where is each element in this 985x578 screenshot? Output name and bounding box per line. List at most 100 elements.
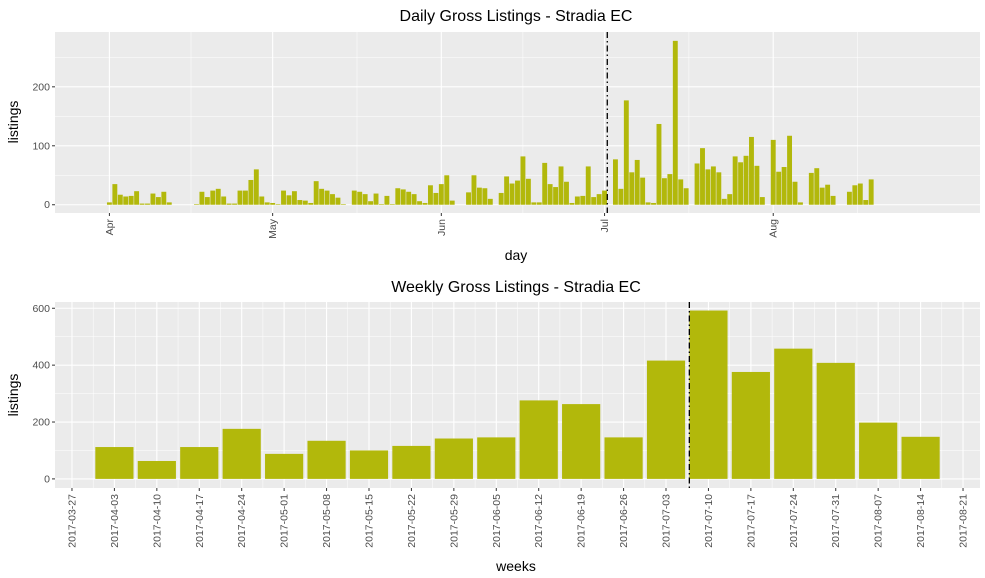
daily-bar	[297, 200, 303, 205]
daily-bar	[754, 165, 760, 205]
weekly-bar	[307, 440, 346, 479]
daily-bar	[123, 196, 129, 205]
weekly-bar	[265, 453, 304, 479]
daily-bar	[112, 184, 118, 205]
daily-x-tick-label: Apr	[104, 219, 116, 236]
weekly-x-tick-label: 2017-06-26	[618, 494, 630, 548]
daily-bar	[612, 159, 618, 205]
daily-y-axis-title: listings	[5, 101, 21, 144]
daily-bar	[705, 169, 711, 205]
daily-bar	[547, 184, 553, 205]
daily-bar	[564, 181, 569, 205]
weekly-bar	[137, 460, 176, 479]
daily-bar	[362, 194, 368, 205]
daily-bar	[498, 192, 504, 205]
daily-bar	[830, 195, 836, 205]
daily-x-tick-label: May	[267, 218, 279, 239]
weekly-x-tick-label: 2017-05-29	[448, 494, 460, 548]
daily-bar	[368, 201, 374, 205]
daily-bar	[542, 162, 548, 205]
daily-bar	[678, 179, 684, 205]
daily-bar	[427, 185, 433, 205]
daily-bar	[553, 187, 559, 205]
weekly-x-tick-label: 2017-04-10	[151, 494, 163, 548]
daily-x-axis: Apr May Jun Jul Aug	[104, 213, 780, 239]
daily-bars	[106, 40, 874, 205]
daily-bar	[340, 204, 346, 205]
daily-bar	[787, 135, 793, 205]
daily-x-tick-label: Aug	[768, 219, 780, 238]
weekly-x-axis-title: weeks	[495, 558, 536, 574]
daily-bar	[738, 162, 744, 205]
daily-bar	[515, 180, 520, 205]
daily-bar	[237, 190, 243, 205]
daily-bar	[710, 166, 716, 205]
daily-bar	[422, 202, 428, 205]
daily-bar	[286, 195, 292, 205]
daily-bar	[400, 189, 406, 205]
daily-bar	[531, 202, 537, 205]
daily-bar	[792, 181, 798, 205]
weekly-y-tick-label: 0	[44, 473, 50, 485]
weekly-x-axis: 2017-03-27 2017-04-03 2017-04-10 2017-04-17…	[66, 488, 970, 548]
daily-bar	[797, 202, 803, 205]
daily-bar	[640, 177, 646, 205]
daily-bar	[476, 187, 482, 205]
daily-bar	[482, 188, 488, 205]
weekly-x-tick-label: 2017-05-15	[363, 494, 375, 548]
daily-bar	[520, 156, 526, 205]
daily-bar	[667, 174, 673, 205]
daily-bar	[536, 202, 542, 205]
daily-bar	[727, 194, 733, 205]
daily-bar	[819, 187, 825, 205]
weekly-bar	[604, 437, 643, 479]
daily-bar	[389, 204, 395, 205]
daily-bar	[199, 191, 205, 205]
daily-bar	[749, 136, 754, 205]
daily-bar	[161, 191, 167, 205]
weekly-x-tick-label: 2017-05-22	[406, 494, 418, 548]
daily-bar	[226, 203, 232, 205]
daily-y-axis: 0 100 200	[32, 81, 55, 211]
daily-bar	[117, 194, 123, 205]
weekly-y-axis: 0 200 400 600	[32, 303, 55, 485]
daily-bar	[270, 202, 276, 205]
daily-bar	[308, 202, 314, 205]
weekly-x-tick-label: 2017-06-19	[576, 494, 588, 548]
daily-bar	[656, 123, 662, 205]
weekly-x-tick-label: 2017-08-07	[873, 494, 885, 548]
weekly-chart-title: Weekly Gross Listings - Stradia EC	[391, 279, 641, 296]
daily-bar	[106, 202, 112, 205]
weekly-x-tick-label: 2017-08-14	[915, 494, 927, 548]
daily-bar	[264, 202, 270, 205]
daily-bar	[210, 190, 216, 205]
daily-bar	[471, 175, 477, 205]
daily-bar	[253, 169, 259, 205]
daily-bar	[384, 195, 390, 205]
weekly-bar	[349, 450, 389, 479]
daily-bar	[623, 100, 629, 205]
daily-bar	[602, 190, 608, 205]
daily-bar	[335, 197, 341, 205]
daily-y-tick-label: 100	[32, 140, 50, 152]
daily-bar	[781, 167, 787, 205]
daily-bar	[558, 166, 564, 205]
weekly-x-tick-label: 2017-07-17	[745, 494, 757, 548]
weekly-y-tick-label: 400	[32, 360, 50, 372]
daily-bar	[596, 194, 602, 205]
daily-bar	[618, 188, 624, 205]
daily-bar	[139, 203, 145, 205]
daily-bar	[825, 184, 831, 205]
weekly-y-tick-label: 600	[32, 303, 50, 315]
daily-bar	[248, 179, 254, 205]
weekly-bar	[95, 447, 134, 479]
daily-bar	[852, 185, 858, 205]
daily-bar	[275, 204, 281, 205]
weekly-y-axis-title: listings	[5, 374, 21, 417]
daily-bar	[194, 204, 199, 205]
daily-bar	[700, 148, 705, 205]
daily-bar	[716, 172, 722, 205]
weekly-x-tick-label: 2017-06-12	[533, 494, 545, 548]
weekly-x-tick-label: 2017-04-24	[236, 494, 248, 548]
